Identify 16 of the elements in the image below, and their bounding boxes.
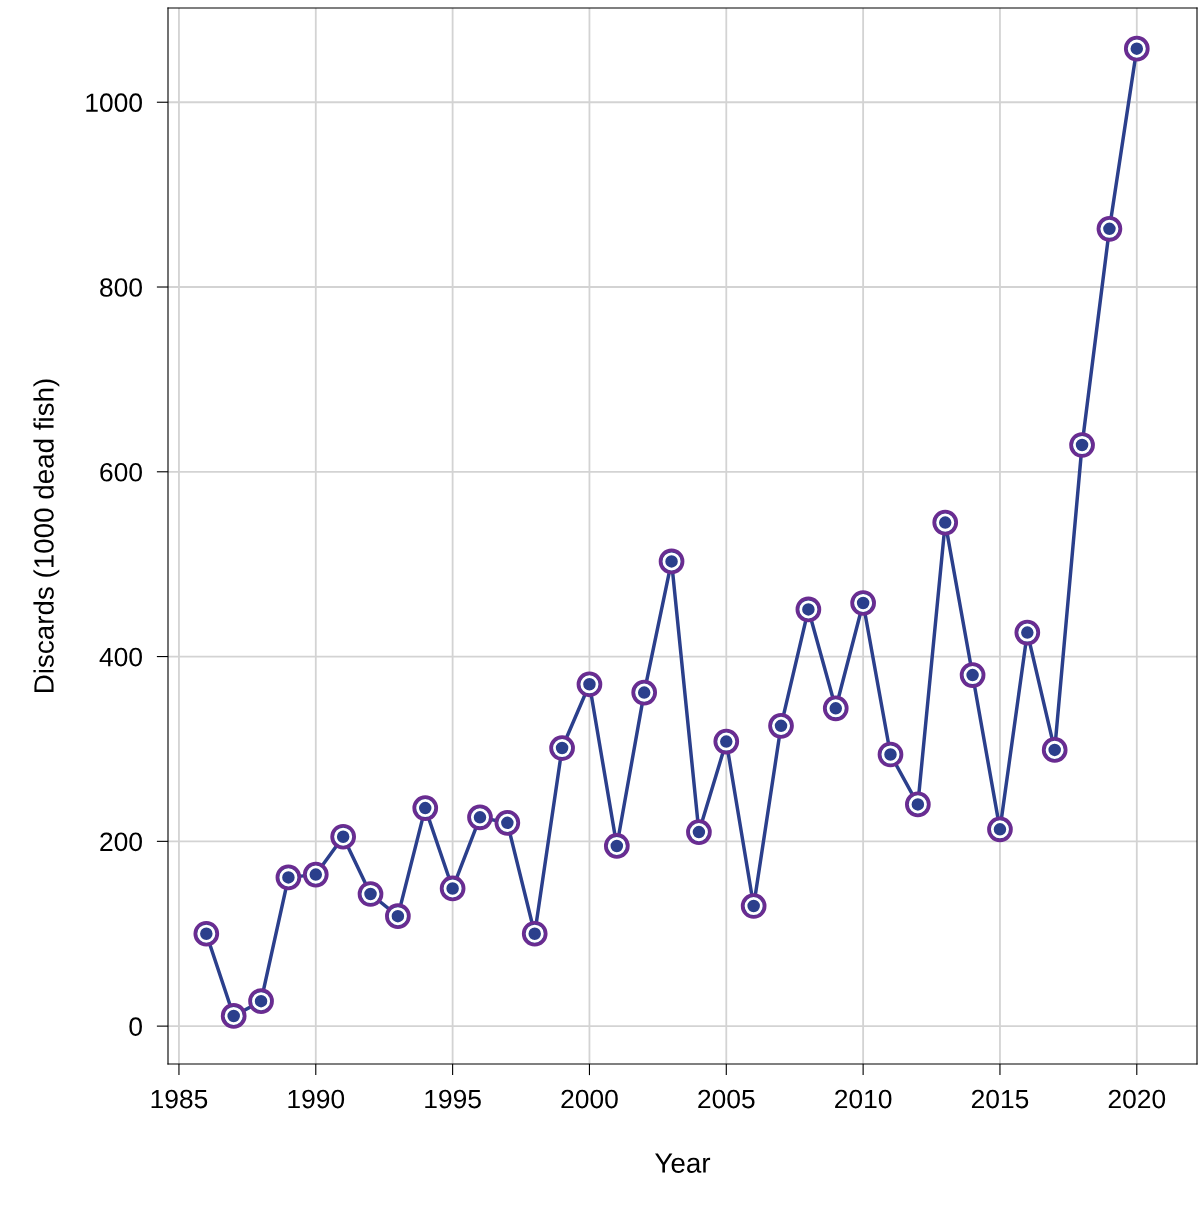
x-tick-label: 1985 xyxy=(151,1089,208,1109)
y-tick-label: 400 xyxy=(99,647,142,667)
x-tick-label: 1995 xyxy=(425,1089,481,1109)
x-tick-label: 2020 xyxy=(1108,1089,1166,1109)
x-axis-title: Year xyxy=(655,1153,711,1173)
x-tick-label: 1990 xyxy=(288,1089,345,1109)
y-tick-label: 800 xyxy=(100,278,142,297)
x-tick-label: 2005 xyxy=(698,1089,755,1109)
y-tick-label: 200 xyxy=(100,832,142,852)
x-tick-label: 2015 xyxy=(971,1089,1029,1109)
x-tick-label: 2000 xyxy=(561,1089,618,1109)
y-tick-label: 1000 xyxy=(86,93,142,113)
y-tick-label: 0 xyxy=(129,1017,142,1036)
x-tick-label: 2010 xyxy=(835,1089,892,1109)
y-axis-title: Discards (1000 dead fish) xyxy=(33,379,60,692)
y-tick-label: 600 xyxy=(100,462,142,482)
